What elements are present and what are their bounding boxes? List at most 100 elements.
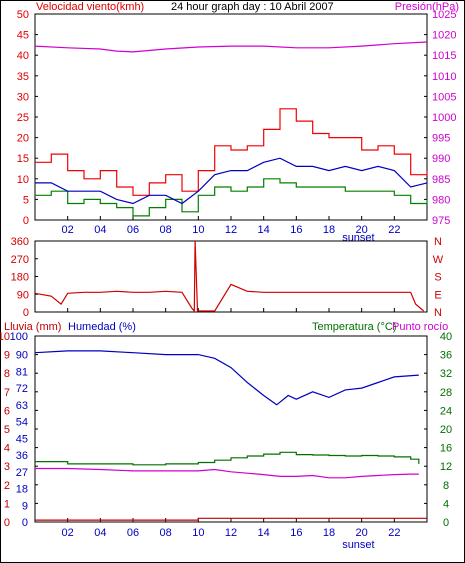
direction-compass-0: N [434, 236, 442, 248]
direction-compass-3: E [434, 289, 441, 301]
wind-ytick-25: 25 [17, 112, 29, 124]
humidity-ytick-54: 54 [16, 417, 28, 429]
pressure-ytick-1000: 1000 [432, 112, 456, 124]
temperature-ytick-24: 24 [440, 405, 452, 417]
pressure-line [34, 41, 428, 53]
humidity-ytick-18: 18 [16, 484, 28, 496]
rain-ytick-4: 4 [4, 443, 10, 455]
humidity-ytick-63: 63 [16, 400, 28, 412]
humidity-ytick-90: 90 [16, 350, 28, 362]
wind-xlabel-02: 02 [62, 224, 74, 236]
direction-ytick-270: 270 [11, 254, 29, 266]
humidity-ytick-27: 27 [16, 467, 28, 479]
wind-ytick-20: 20 [17, 133, 29, 145]
rain-ytick-6: 6 [4, 405, 10, 417]
humidity-xlabel-16: 16 [290, 527, 302, 539]
wind-ytick-10: 10 [17, 174, 29, 186]
humidity-ytick-9: 9 [22, 500, 28, 512]
temperature-title: Temperatura (°C) [312, 321, 396, 333]
rain-ytick-5: 5 [4, 424, 10, 436]
humidity-xlabel-02: 02 [62, 527, 74, 539]
header-right-title: Presión(hPa) [395, 1, 459, 13]
humidity-title: Humedad (%) [68, 321, 136, 333]
temperature-line [35, 451, 420, 466]
direction-ytick-90: 90 [17, 289, 29, 301]
humidity-ytick-45: 45 [16, 433, 28, 445]
wind-ytick-5: 5 [23, 194, 29, 206]
humidity-sunset-label: sunset [342, 539, 374, 551]
pressure-ytick-1015: 1015 [432, 50, 456, 62]
wind-ytick-35: 35 [17, 71, 29, 83]
humidity-ytick-81: 81 [16, 366, 28, 378]
temperature-ytick-20: 20 [440, 424, 452, 436]
wind-ytick-40: 40 [17, 50, 29, 62]
pressure-ytick-990: 990 [432, 153, 450, 165]
wind-xlabel-04: 04 [94, 224, 106, 236]
rain-ytick-8: 8 [4, 368, 10, 380]
rain-ytick-0: 0 [4, 517, 10, 529]
wind-xlabel-14: 14 [258, 224, 270, 236]
temperature-ytick-0: 0 [443, 517, 449, 529]
humidity-ytick-0: 0 [22, 517, 28, 529]
humidity-xlabel-20: 20 [356, 527, 368, 539]
temperature-ytick-8: 8 [443, 480, 449, 492]
direction-compass-2: S [434, 272, 441, 284]
rain-ytick-9: 9 [4, 350, 10, 362]
humidity-ytick-36: 36 [16, 450, 28, 462]
rain-ytick-7: 7 [4, 387, 10, 399]
pressure-ytick-975: 975 [432, 215, 450, 227]
humidity-xlabel-14: 14 [258, 527, 270, 539]
pressure-ytick-995: 995 [432, 133, 450, 145]
wind-xlabel-10: 10 [192, 224, 204, 236]
humidity-xlabel-10: 10 [192, 527, 204, 539]
direction-compass-1: W [433, 254, 444, 266]
rain-ytick-10: 10 [0, 331, 10, 343]
temperature-ytick-32: 32 [440, 368, 452, 380]
humidity-xlabel-08: 08 [160, 527, 172, 539]
humidity-ytick-100: 100 [10, 331, 28, 343]
temperature-ytick-36: 36 [440, 350, 452, 362]
direction-compass-4: N [434, 307, 442, 319]
wind-xlabel-12: 12 [225, 224, 237, 236]
header-center-title: 24 hour graph day : 10 Abril 2007 [171, 1, 334, 13]
wind-ytick-50: 50 [17, 9, 29, 21]
humidity-line [34, 350, 419, 406]
pressure-ytick-1025: 1025 [432, 9, 456, 21]
wind-xlabel-06: 06 [127, 224, 139, 236]
header-left-title: Velocidad viento(kmh) [36, 1, 144, 13]
humidity-ytick-72: 72 [16, 383, 28, 395]
wind-gust-line [35, 108, 428, 196]
wind-sunset-label: sunset [342, 232, 374, 244]
wind-xlabel-16: 16 [290, 224, 302, 236]
rain-title: Lluvia (mm) [4, 321, 61, 333]
wind-ytick-45: 45 [17, 30, 29, 42]
temperature-ytick-4: 4 [443, 498, 449, 510]
temperature-ytick-12: 12 [440, 461, 452, 473]
humidity-xlabel-04: 04 [94, 527, 106, 539]
pressure-ytick-985: 985 [432, 174, 450, 186]
dewpoint-title: Punto rocío [392, 321, 448, 333]
direction-ytick-180: 180 [11, 272, 29, 284]
rain-ytick-1: 1 [4, 498, 10, 510]
humidity-xlabel-12: 12 [225, 527, 237, 539]
wind-xlabel-22: 22 [388, 224, 400, 236]
wind-xlabel-20: 20 [356, 224, 368, 236]
dewpoint-line [35, 467, 419, 479]
rain-ytick-3: 3 [4, 461, 10, 473]
direction-ytick-0: 0 [23, 307, 29, 319]
wind-ytick-0: 0 [23, 215, 29, 227]
wind-xlabel-08: 08 [160, 224, 172, 236]
humidity-xlabel-06: 06 [127, 527, 139, 539]
direction-ytick-360: 360 [11, 236, 29, 248]
wind-ytick-30: 30 [17, 91, 29, 103]
pressure-ytick-1005: 1005 [432, 91, 456, 103]
wind-xlabel-18: 18 [323, 224, 335, 236]
temperature-ytick-40: 40 [440, 331, 452, 343]
wind-ytick-15: 15 [17, 153, 29, 165]
humidity-xlabel-18: 18 [323, 527, 335, 539]
wind-low-line [35, 178, 428, 217]
rain-ytick-2: 2 [4, 480, 10, 492]
wind-average-line [35, 157, 428, 205]
